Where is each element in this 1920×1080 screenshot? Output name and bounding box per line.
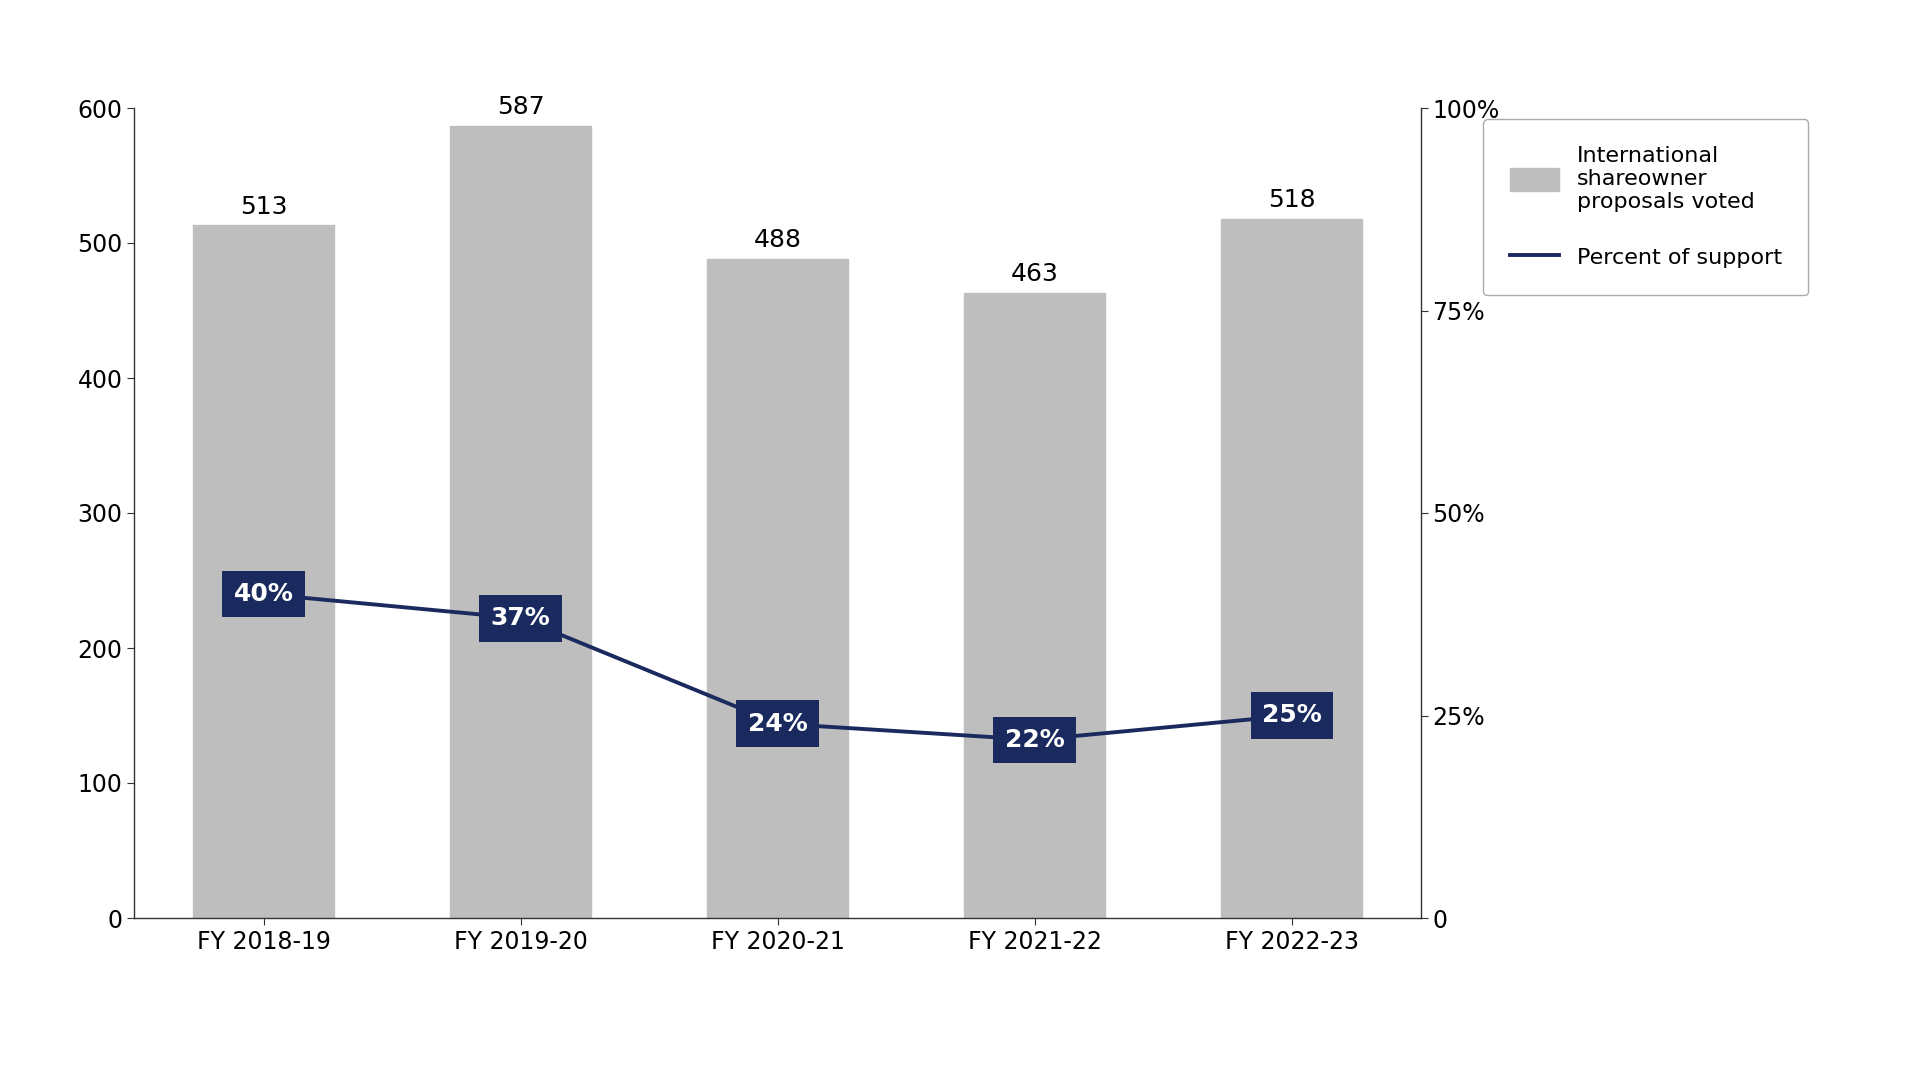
Text: 488: 488 [753,229,801,253]
Bar [449,125,591,918]
Text: 463: 463 [1010,262,1058,286]
Text: 518: 518 [1267,188,1315,212]
Text: 22%: 22% [1004,728,1064,752]
Bar [707,259,849,918]
Text: 37%: 37% [492,606,551,631]
Text: 40%: 40% [234,582,294,606]
Bar [964,293,1106,918]
Text: 25%: 25% [1261,703,1321,728]
Legend: International
shareowner
proposals voted, Percent of support: International shareowner proposals voted… [1484,119,1809,295]
Text: 587: 587 [497,95,545,119]
Text: 513: 513 [240,194,288,218]
Text: 24%: 24% [747,712,808,735]
Bar [192,226,334,918]
Bar [1221,218,1363,918]
